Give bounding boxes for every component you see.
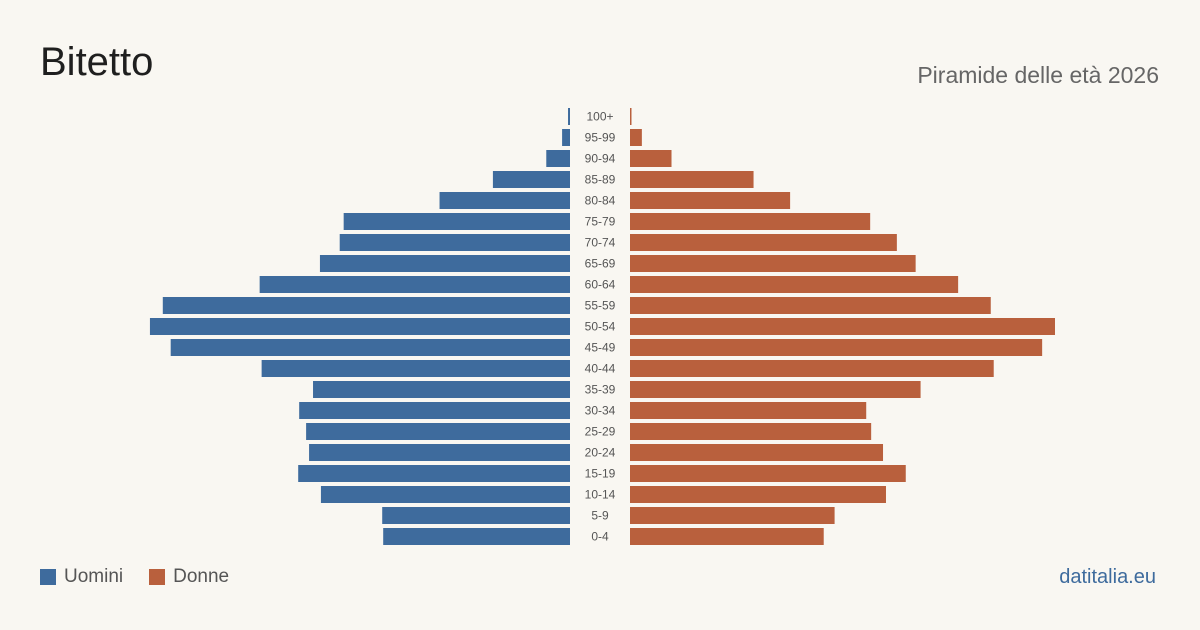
- bar-men-5-9: [382, 507, 570, 524]
- bar-women-65-69: [630, 255, 916, 272]
- age-label-5-9: 5-9: [591, 509, 609, 523]
- age-label-55-59: 55-59: [585, 299, 616, 313]
- bar-women-85-89: [630, 171, 754, 188]
- bar-men-75-79: [343, 213, 570, 230]
- age-label-85-89: 85-89: [585, 173, 616, 187]
- age-label-95-99: 95-99: [585, 131, 616, 145]
- bar-men-50-54: [149, 318, 570, 335]
- age-label-60-64: 60-64: [585, 278, 616, 292]
- bar-men-20-24: [309, 444, 570, 461]
- bar-men-90-94: [546, 150, 570, 167]
- bar-men-45-49: [170, 339, 570, 356]
- bar-women-0-4: [630, 528, 824, 545]
- bar-women-50-54: [630, 318, 1055, 335]
- bar-men-60-64: [259, 276, 570, 293]
- bar-women-35-39: [630, 381, 921, 398]
- legend-swatch-women: [149, 569, 166, 585]
- bar-women-70-74: [630, 234, 897, 251]
- age-label-45-49: 45-49: [585, 341, 616, 355]
- bar-women-5-9: [630, 507, 835, 524]
- bar-women-100+: [630, 108, 632, 125]
- age-label-65-69: 65-69: [585, 257, 616, 271]
- age-label-30-34: 30-34: [585, 404, 616, 418]
- bar-women-55-59: [630, 297, 991, 314]
- age-label-90-94: 90-94: [585, 152, 616, 166]
- age-label-80-84: 80-84: [585, 194, 616, 208]
- bar-men-15-19: [298, 465, 570, 482]
- age-label-50-54: 50-54: [585, 320, 616, 334]
- bar-women-80-84: [630, 192, 791, 209]
- bar-men-35-39: [313, 381, 570, 398]
- bar-women-95-99: [630, 129, 642, 146]
- age-label-15-19: 15-19: [585, 467, 616, 481]
- legend-label-women: Donne: [173, 566, 230, 587]
- bar-women-30-34: [630, 402, 867, 419]
- age-label-75-79: 75-79: [585, 215, 616, 229]
- bar-men-65-69: [319, 255, 570, 272]
- bar-women-15-19: [630, 465, 906, 482]
- bar-women-10-14: [630, 486, 886, 503]
- bar-women-25-29: [630, 423, 872, 440]
- age-label-20-24: 20-24: [585, 446, 616, 460]
- bar-women-45-49: [630, 339, 1043, 356]
- bar-men-0-4: [383, 528, 570, 545]
- bar-men-25-29: [306, 423, 570, 440]
- bar-women-75-79: [630, 213, 871, 230]
- age-label-0-4: 0-4: [591, 530, 609, 544]
- bar-women-90-94: [630, 150, 672, 167]
- bar-men-70-74: [339, 234, 570, 251]
- page-title: Bitetto: [40, 40, 154, 84]
- legend-swatch-men: [40, 569, 56, 585]
- bar-men-40-44: [261, 360, 570, 377]
- legend-item-women: Donne: [149, 566, 229, 588]
- age-label-35-39: 35-39: [585, 383, 616, 397]
- age-label-70-74: 70-74: [585, 236, 616, 250]
- bar-men-10-14: [320, 486, 570, 503]
- bar-men-55-59: [162, 297, 570, 314]
- bar-men-95-99: [562, 129, 570, 146]
- bar-men-85-89: [492, 171, 570, 188]
- age-label-40-44: 40-44: [585, 362, 616, 376]
- bar-men-80-84: [439, 192, 570, 209]
- bar-women-20-24: [630, 444, 884, 461]
- legend-label-men: Uomini: [64, 566, 124, 587]
- bar-women-60-64: [630, 276, 959, 293]
- age-label-25-29: 25-29: [585, 425, 616, 439]
- chart-subtitle: Piramide delle età 2026: [917, 62, 1159, 88]
- age-label-100+: 100+: [586, 110, 613, 124]
- age-label-10-14: 10-14: [585, 488, 616, 502]
- legend: Uomini Donne: [40, 566, 229, 588]
- bar-women-40-44: [630, 360, 994, 377]
- bar-men-100+: [568, 108, 570, 125]
- brand-link[interactable]: datitalia.eu: [1059, 566, 1156, 588]
- legend-item-men: Uomini: [40, 566, 123, 588]
- bar-men-30-34: [299, 402, 570, 419]
